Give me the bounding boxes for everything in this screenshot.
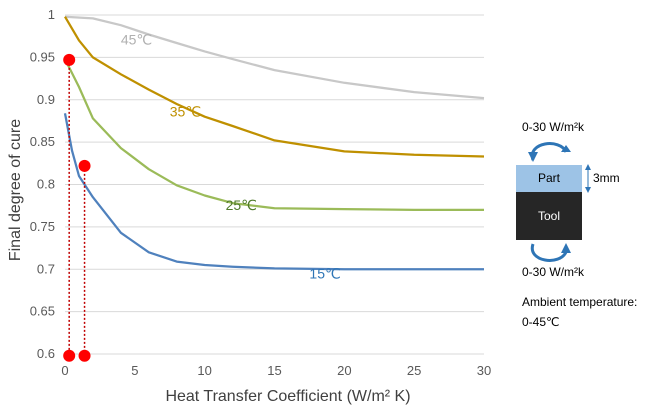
part-label: Part <box>538 171 561 185</box>
y-tick-label: 0.95 <box>30 49 55 64</box>
highlight-marker <box>63 349 76 362</box>
part-layer <box>516 165 582 192</box>
thickness-arrow-up-icon <box>585 164 591 170</box>
top-htc-label: 0-30 W/m²k <box>522 120 585 134</box>
series-label: 45℃ <box>121 32 152 48</box>
top-circulation-arrow-icon <box>530 142 568 161</box>
bottom-arrow-head-icon <box>561 243 571 253</box>
highlight-marker <box>63 53 76 66</box>
y-tick-label: 0.7 <box>37 261 55 276</box>
y-tick-label: 1 <box>48 7 55 22</box>
series-line <box>63 113 484 271</box>
tool-label: Tool <box>538 209 560 223</box>
tool-layer <box>516 192 582 240</box>
highlight-marker <box>78 349 91 362</box>
ambient-range: 0-45℃ <box>522 315 560 329</box>
series-label: 15℃ <box>309 266 340 282</box>
bottom-htc-label: 0-30 W/m²k <box>522 265 585 279</box>
series-line <box>64 15 485 100</box>
series-line <box>63 58 484 212</box>
bottom-circulation-arrow-icon <box>530 243 568 262</box>
highlight-marker <box>78 159 91 172</box>
series-line <box>64 16 485 158</box>
series-label: 35℃ <box>170 104 201 120</box>
x-tick-label: 10 <box>197 363 211 378</box>
x-axis-title: Heat Transfer Coefficient (W/m² K) <box>165 388 410 405</box>
top-arrow-head2-icon <box>561 145 571 152</box>
y-axis-title: Final degree of cure <box>7 119 24 261</box>
y-tick-label: 0.6 <box>37 346 55 361</box>
y-tick-label: 0.75 <box>30 219 55 234</box>
ambient-label: Ambient temperature: <box>522 295 637 309</box>
series-lines: 45℃ 35℃ 25℃ 15℃ <box>63 15 485 282</box>
x-tick-label: 15 <box>267 363 281 378</box>
y-tick-label: 0.65 <box>30 304 55 319</box>
thickness-arrow-down-icon <box>585 187 591 193</box>
x-tick-label: 5 <box>131 363 138 378</box>
y-tick-label: 0.85 <box>30 134 55 149</box>
x-tick-label: 20 <box>337 363 351 378</box>
y-tick-label: 0.9 <box>37 92 55 107</box>
grid-lines <box>65 14 484 355</box>
y-tick-label: 0.8 <box>37 177 55 192</box>
x-tick-label: 25 <box>407 363 421 378</box>
highlight-markers <box>63 53 91 362</box>
side-panel: 0-30 W/m²k Part Tool 3mm 0-30 W/m²k Ambi… <box>516 120 637 329</box>
top-arrow-head-icon <box>528 152 538 162</box>
x-tick-label: 30 <box>477 363 491 378</box>
series-label: 25℃ <box>226 197 257 213</box>
thickness-label: 3mm <box>593 171 620 185</box>
x-tick-label: 0 <box>61 363 68 378</box>
